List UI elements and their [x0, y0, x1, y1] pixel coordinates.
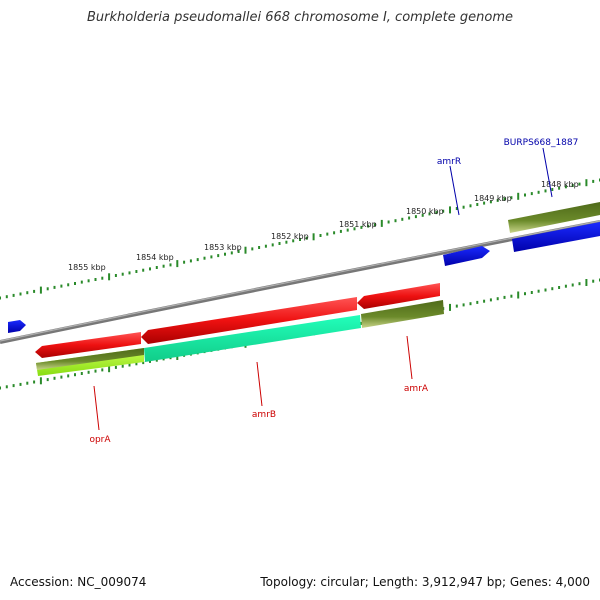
feature-olive-middle[interactable] [361, 300, 444, 328]
feature-olive-left[interactable] [36, 348, 144, 370]
gene-oprA[interactable] [35, 332, 141, 358]
label-amrA[interactable]: amrA [404, 384, 429, 394]
topology-summary: Topology: circular; Length: 3,912,947 bp… [260, 575, 590, 589]
gene-blue-left-edge[interactable] [8, 320, 26, 333]
leader-oprA [93, 385, 100, 431]
chromosome-backbone-highlight [0, 220, 600, 342]
gene-amrR[interactable] [443, 246, 490, 266]
label-BURPS668_1887[interactable]: BURPS668_1887 [504, 138, 579, 148]
outer-ruler [0, 178, 600, 300]
tick-label-1852: 1852 kbp [271, 232, 309, 241]
leader-amrR [449, 165, 460, 216]
feature-olive-right[interactable] [508, 202, 600, 233]
tick-label-1854: 1854 kbp [136, 253, 174, 262]
tick-labels: 1855 kbp 1854 kbp 1853 kbp 1852 kbp 1851… [68, 180, 579, 272]
map-title: Burkholderia pseudomallei 668 chromosome… [86, 10, 514, 25]
tick-label-1851: 1851 kbp [339, 220, 377, 229]
tick-label-1849: 1849 kbp [474, 194, 512, 203]
tick-label-1855: 1855 kbp [68, 263, 106, 272]
tick-label-1850: 1850 kbp [406, 207, 444, 216]
leader-amrA [406, 335, 413, 380]
feature-cyan[interactable] [144, 315, 361, 362]
leader-BURPS668_1887 [542, 147, 553, 198]
leader-amrB [256, 361, 263, 407]
label-oprA[interactable]: oprA [89, 435, 111, 445]
label-amrB[interactable]: amrB [252, 410, 276, 420]
label-amrR[interactable]: amrR [437, 157, 461, 167]
tick-label-1848: 1848 kbp [541, 180, 579, 189]
accession-text: Accession: NC_009074 [10, 575, 147, 589]
gene-blue-right-edge[interactable] [512, 222, 600, 252]
gene-amrB[interactable] [141, 297, 357, 344]
tick-label-1853: 1853 kbp [204, 243, 242, 252]
gene-amrA[interactable] [357, 283, 440, 309]
